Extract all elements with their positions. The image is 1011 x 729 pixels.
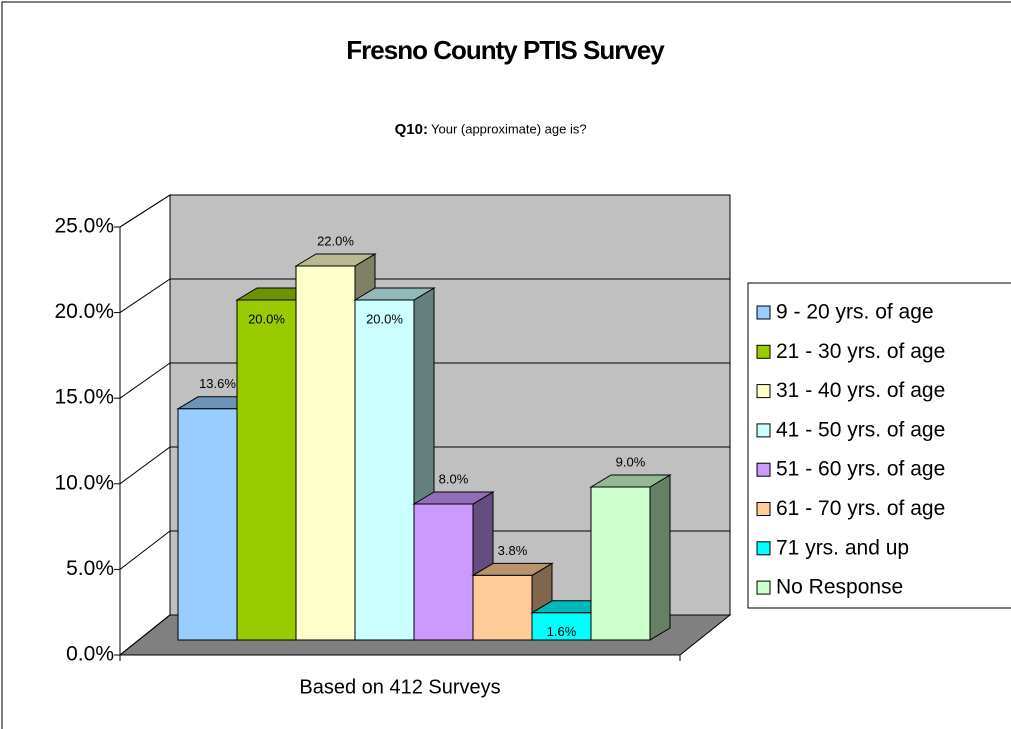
y-tick-label: 5.0% bbox=[66, 557, 114, 580]
bar bbox=[354, 299, 415, 641]
legend-swatch bbox=[756, 541, 771, 556]
data-label: 8.0% bbox=[439, 471, 469, 486]
legend-swatch bbox=[756, 580, 771, 595]
y-tick-label: 20.0% bbox=[54, 300, 114, 323]
legend-label: 51 - 60 yrs. of age bbox=[776, 458, 945, 481]
side-wall bbox=[119, 194, 171, 657]
data-label: 1.6% bbox=[547, 624, 577, 639]
data-label: 13.6% bbox=[199, 376, 236, 391]
bar bbox=[236, 299, 297, 641]
legend-label: 31 - 40 yrs. of age bbox=[776, 379, 945, 402]
data-label: 20.0% bbox=[366, 311, 403, 326]
legend-swatch bbox=[756, 344, 771, 359]
legend-swatch bbox=[756, 462, 771, 477]
y-tick-label: 25.0% bbox=[54, 215, 114, 238]
data-label: 20.0% bbox=[248, 311, 285, 326]
data-label: 22.0% bbox=[317, 233, 354, 248]
chart-subtitle: Your (approximate) age is? bbox=[431, 121, 587, 136]
grid-line bbox=[119, 530, 730, 570]
bar bbox=[177, 408, 238, 641]
grid-line bbox=[119, 446, 730, 485]
legend-label: 61 - 70 yrs. of age bbox=[776, 497, 945, 520]
chart-title: Fresno County PTIS Survey bbox=[346, 35, 665, 65]
data-label: 9.0% bbox=[616, 454, 646, 469]
legend-swatch bbox=[756, 423, 771, 438]
legend-label: No Response bbox=[776, 576, 903, 599]
y-tick-label: 10.0% bbox=[54, 471, 114, 494]
y-tick-label: 0.0% bbox=[66, 643, 114, 666]
bar bbox=[295, 265, 356, 641]
bar bbox=[531, 612, 592, 641]
y-tick-label: 15.0% bbox=[54, 386, 114, 409]
legend-box bbox=[747, 282, 1011, 609]
bar bbox=[413, 503, 474, 641]
legend-swatch bbox=[756, 305, 771, 320]
grid-line bbox=[119, 278, 730, 314]
legend-label: 9 - 20 yrs. of age bbox=[776, 301, 934, 324]
legend-swatch bbox=[756, 502, 771, 516]
bar-side bbox=[649, 474, 671, 641]
legend-label: 71 yrs. and up bbox=[776, 536, 909, 559]
grid-line bbox=[119, 194, 730, 228]
bar bbox=[472, 574, 533, 641]
legend-swatch bbox=[756, 384, 771, 399]
x-category-label: Based on 412 Surveys bbox=[299, 676, 500, 698]
legend-label: 21 - 30 yrs. of age bbox=[776, 340, 945, 363]
legend-label: 41 - 50 yrs. of age bbox=[776, 418, 945, 441]
data-label: 3.8% bbox=[498, 543, 528, 558]
grid-line bbox=[119, 362, 730, 399]
question-label: Q10: bbox=[395, 121, 428, 138]
bar bbox=[590, 486, 651, 641]
